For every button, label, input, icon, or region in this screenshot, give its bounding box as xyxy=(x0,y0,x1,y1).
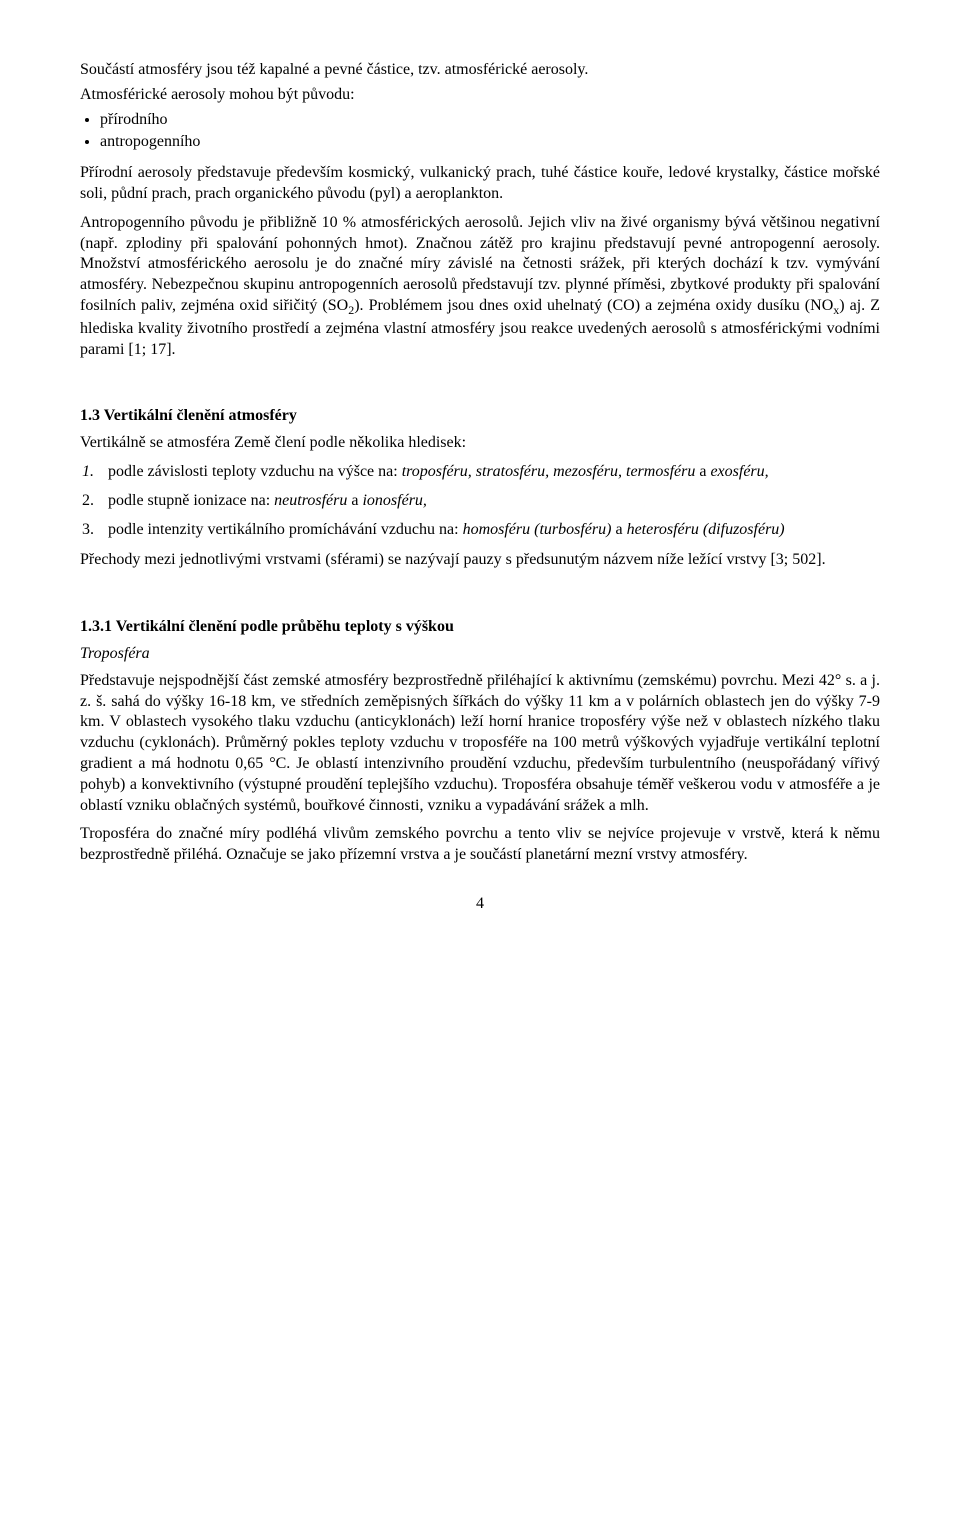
italic-term: homosféru (turbosféru) xyxy=(463,521,616,538)
section-heading-1-3: 1.3 Vertikální členění atmosféry xyxy=(80,406,880,427)
troposphere-paragraph-2: Troposféra do značné míry podléhá vlivům… xyxy=(80,824,880,866)
text-run: podle intenzity vertikálního promícháván… xyxy=(108,521,463,538)
classification-list: 1. podle závislosti teploty vzduchu na v… xyxy=(80,462,880,540)
subsection-heading-1-3-1: 1.3.1 Vertikální členění podle průběhu t… xyxy=(80,617,880,638)
text-run: a xyxy=(615,521,626,538)
subsection-subtitle: Troposféra xyxy=(80,644,880,665)
list-item: 1. podle závislosti teploty vzduchu na v… xyxy=(108,462,880,483)
list-item: přírodního xyxy=(100,110,880,131)
troposphere-paragraph-1: Představuje nejspodnější část zemské atm… xyxy=(80,671,880,817)
intro-paragraph: Součástí atmosféry jsou též kapalné a pe… xyxy=(80,60,880,81)
italic-term: exosféru, xyxy=(710,463,768,480)
italic-term: ionosféru, xyxy=(362,492,426,509)
section-intro: Vertikálně se atmosféra Země člení podle… xyxy=(80,433,880,454)
text-run: ). Problémem jsou dnes oxid uhelnatý (CO… xyxy=(354,297,833,314)
list-number: 2. xyxy=(82,491,94,512)
transitions-paragraph: Přechody mezi jednotlivými vrstvami (sfé… xyxy=(80,550,880,571)
text-run: a xyxy=(699,463,710,480)
page-number: 4 xyxy=(80,894,880,915)
list-item: 2. podle stupně ionizace na: neutrosféru… xyxy=(108,491,880,512)
italic-term: troposféru, stratosféru, mezosféru, term… xyxy=(402,463,700,480)
list-number: 1. xyxy=(82,462,94,483)
text-run: podle závislosti teploty vzduchu na výšc… xyxy=(108,463,402,480)
italic-term: neutrosféru xyxy=(274,492,351,509)
text-run: podle stupně ionizace na: xyxy=(108,492,274,509)
italic-term: heterosféru (difuzosféru) xyxy=(627,521,785,538)
natural-aerosols-paragraph: Přírodní aerosoly představuje především … xyxy=(80,163,880,205)
anthropogenic-aerosols-paragraph: Antropogenního původu je přibližně 10 % … xyxy=(80,213,880,361)
origins-list: přírodního antropogenního xyxy=(80,110,880,154)
list-number: 3. xyxy=(82,520,94,541)
origins-intro: Atmosférické aerosoly mohou být původu: xyxy=(80,85,880,106)
list-item: 3. podle intenzity vertikálního promíchá… xyxy=(108,520,880,541)
list-item: antropogenního xyxy=(100,132,880,153)
text-run: a xyxy=(351,492,362,509)
